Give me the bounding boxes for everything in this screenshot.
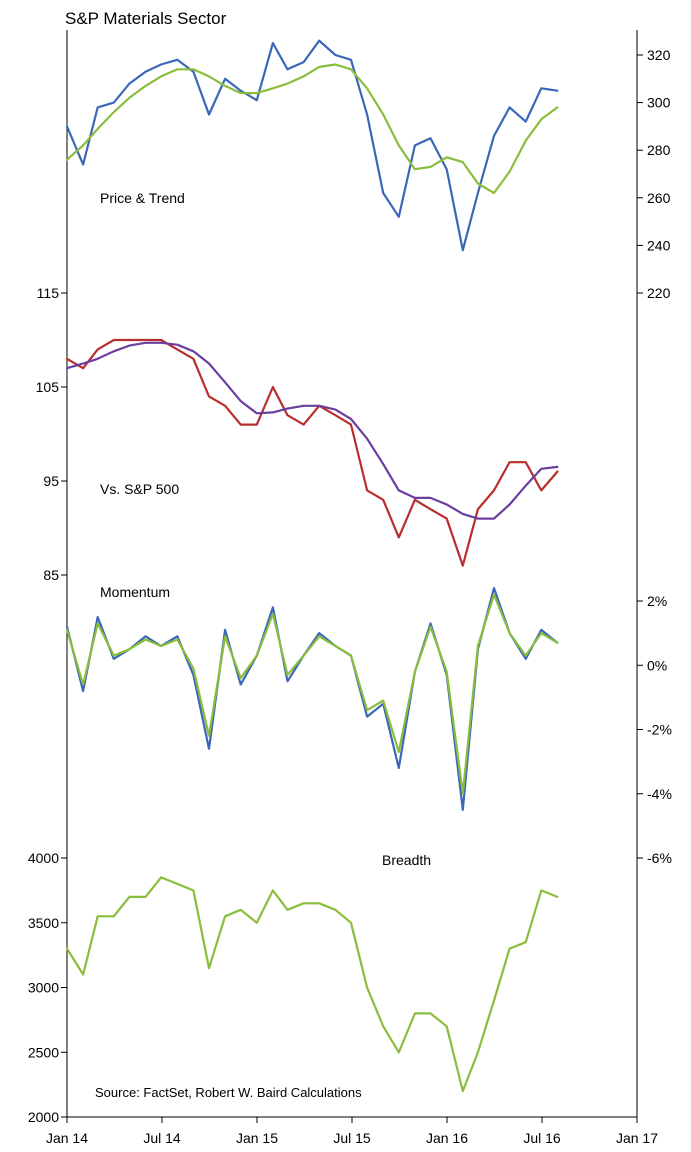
series-line-vs-s-p-500-purple <box>65 341 559 520</box>
y-tick-label-price-trend-320: 320 <box>647 47 671 63</box>
series-line-momentum-blue <box>65 586 559 811</box>
y-tick-label-momentum-4: -4% <box>647 786 672 802</box>
y-tick-label-momentum-2: 2% <box>647 593 667 609</box>
x-tick-label-jan-17: Jan 17 <box>616 1130 658 1146</box>
y-tick-label-breadth-3500: 3500 <box>28 915 59 931</box>
y-tick-label-vs-s-p-500-85: 85 <box>43 567 59 583</box>
x-tick-label-jan-16: Jan 16 <box>426 1130 468 1146</box>
y-tick-label-breadth-4000: 4000 <box>28 850 59 866</box>
series-line-breadth-green <box>65 876 559 1093</box>
series-line-vs-s-p-500-red <box>65 338 559 567</box>
y-tick-label-price-trend-260: 260 <box>647 190 671 206</box>
series-line-price-trend-blue <box>65 39 559 252</box>
y-tick-label-vs-s-p-500-105: 105 <box>36 379 60 395</box>
series-line-price-trend-green <box>65 63 559 195</box>
x-tick-label-jul-15: Jul 15 <box>333 1130 371 1146</box>
y-tick-label-price-trend-240: 240 <box>647 237 671 253</box>
y-tick-label-price-trend-300: 300 <box>647 95 671 111</box>
y-tick-label-breadth-3000: 3000 <box>28 980 59 996</box>
y-tick-label-breadth-2000: 2000 <box>28 1109 59 1125</box>
series-lines <box>65 39 559 1093</box>
axis-ticks <box>61 54 643 1123</box>
panel-label-price-trend: Price & Trend <box>100 190 185 206</box>
y-tick-label-breadth-2500: 2500 <box>28 1044 59 1060</box>
x-tick-label-jul-16: Jul 16 <box>523 1130 561 1146</box>
x-tick-label-jan-14: Jan 14 <box>46 1130 88 1146</box>
y-tick-label-price-trend-220: 220 <box>647 285 671 301</box>
x-tick-label-jan-15: Jan 15 <box>236 1130 278 1146</box>
y-tick-label-momentum-0: 0% <box>647 657 667 673</box>
source-note: Source: FactSet, Robert W. Baird Calcula… <box>95 1085 362 1100</box>
panel-label-breadth: Breadth <box>382 852 431 868</box>
tick-labels: Jan 14 Jul 14 Jan 15 Jul 15 Jan 16 Jul 16 Jan … <box>28 47 672 1146</box>
y-tick-label-vs-s-p-500-115: 115 <box>37 285 60 301</box>
y-tick-label-momentum-6: -6% <box>647 850 672 866</box>
y-tick-label-price-trend-280: 280 <box>647 142 671 158</box>
panel-label-momentum: Momentum <box>100 584 170 600</box>
x-tick-label-jul-14: Jul 14 <box>143 1130 181 1146</box>
chart-title: S&P Materials Sector <box>65 9 227 28</box>
y-tick-label-momentum-2: -2% <box>647 722 672 738</box>
y-tick-label-vs-s-p-500-95: 95 <box>43 473 59 489</box>
panel-label-vs-sp500: Vs. S&P 500 <box>100 481 179 497</box>
series-line-momentum-green <box>65 593 559 795</box>
